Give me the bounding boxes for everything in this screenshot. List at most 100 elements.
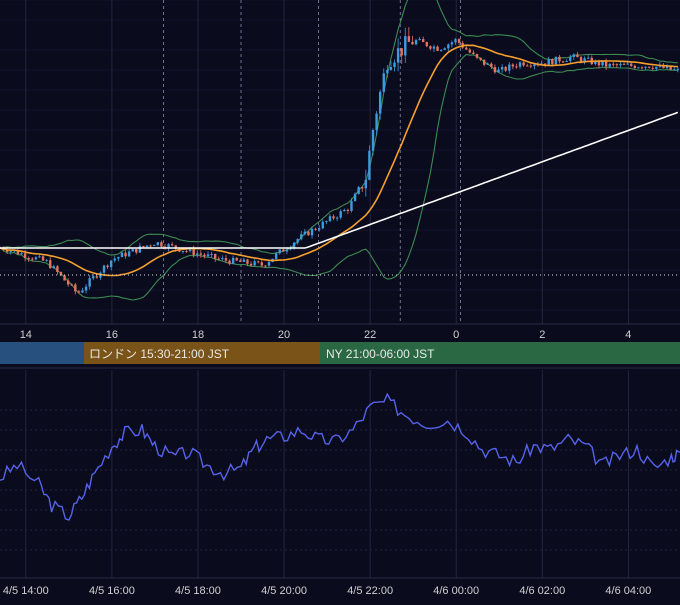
candle-up [565, 60, 568, 62]
candle-down [5, 249, 9, 252]
session-tokyo-bar [0, 342, 84, 364]
candle-down [160, 242, 163, 247]
candle-down [551, 59, 554, 65]
candle-up [396, 48, 400, 63]
candle-down [400, 48, 403, 56]
candle-down [543, 63, 547, 65]
candle-up [386, 69, 389, 74]
candle-up [206, 254, 210, 256]
candle-down [490, 63, 493, 68]
candle-up [533, 64, 536, 67]
price-x-tick-label: 16 [106, 329, 118, 341]
candle-up [454, 39, 457, 43]
candle-up [274, 253, 278, 259]
candle-down [615, 64, 619, 66]
candle-up [278, 249, 281, 254]
candle-down [314, 228, 317, 230]
candle-up [368, 150, 371, 180]
candle-down [185, 251, 188, 253]
candle-down [124, 252, 127, 257]
candle-down [23, 253, 27, 258]
candle-down [576, 54, 579, 58]
candle-down [669, 66, 672, 70]
candle-down [213, 253, 217, 259]
session-london-label: ロンドン 15:30-21:00 JST [89, 347, 230, 361]
candle-down [307, 231, 310, 236]
candle-up [109, 260, 113, 268]
candle-up [637, 67, 640, 69]
candle-up [583, 58, 586, 62]
candle-down [246, 259, 249, 264]
candle-up [486, 63, 489, 65]
candle-up [181, 251, 185, 253]
candle-up [167, 244, 170, 249]
candle-up [321, 221, 324, 229]
candle-up [378, 91, 382, 114]
candle-up [325, 221, 328, 223]
candle-up [353, 193, 357, 202]
price-x-tick-label: 20 [278, 329, 290, 341]
candle-down [436, 46, 439, 51]
session-ny-bar [320, 342, 680, 364]
candle-up [156, 242, 160, 246]
candle-up [389, 67, 393, 70]
candle-up [317, 228, 321, 230]
candle-down [135, 248, 138, 253]
candle-down [235, 257, 238, 261]
candle-down [95, 276, 99, 278]
candle-up [296, 239, 299, 243]
long-moving-average-line [0, 111, 679, 249]
candle-up [102, 265, 106, 273]
candle-up [357, 187, 360, 194]
candle-up [382, 73, 385, 92]
candle-up [644, 66, 647, 68]
candle-down [651, 67, 654, 69]
candle-up [500, 66, 504, 70]
candle-up [88, 278, 91, 287]
candle-up [447, 44, 450, 49]
candle-up [450, 42, 454, 45]
candle-up [92, 276, 95, 279]
candle-down [49, 260, 52, 269]
bollinger-upper-band [0, 0, 678, 256]
oscillator-x-tick-label: 4/5 22:00 [347, 585, 393, 597]
candle-down [472, 52, 475, 54]
candle-up [285, 249, 289, 252]
candle-down [27, 257, 30, 259]
candle-down [346, 209, 350, 211]
candle-down [522, 62, 525, 66]
candle-down [633, 65, 637, 69]
price-x-tick-label: 4 [625, 329, 631, 341]
candle-down [630, 63, 633, 66]
candle-down [526, 65, 529, 67]
candle-up [52, 266, 55, 269]
candle-up [292, 242, 296, 248]
candle-up [673, 69, 676, 71]
candle-up [196, 253, 199, 256]
candle-up [665, 66, 669, 69]
candle-up [601, 61, 604, 66]
candle-up [145, 245, 149, 247]
candle-down [493, 67, 497, 73]
candle-up [113, 258, 116, 261]
candle-down [239, 260, 242, 262]
candle-down [228, 260, 231, 264]
candle-up [569, 57, 572, 61]
candle-up [404, 36, 407, 56]
candle-down [77, 291, 81, 293]
candle-up [267, 261, 271, 266]
candle-up [120, 252, 124, 258]
candle-down [264, 265, 267, 267]
candle-up [393, 62, 396, 68]
candle-up [547, 59, 550, 65]
candle-down [260, 262, 264, 266]
candle-up [242, 259, 246, 262]
candle-down [74, 284, 77, 292]
candle-up [439, 49, 443, 51]
candle-down [41, 256, 45, 261]
candle-down [56, 266, 59, 272]
candle-down [465, 47, 468, 50]
candle-down [106, 265, 109, 268]
